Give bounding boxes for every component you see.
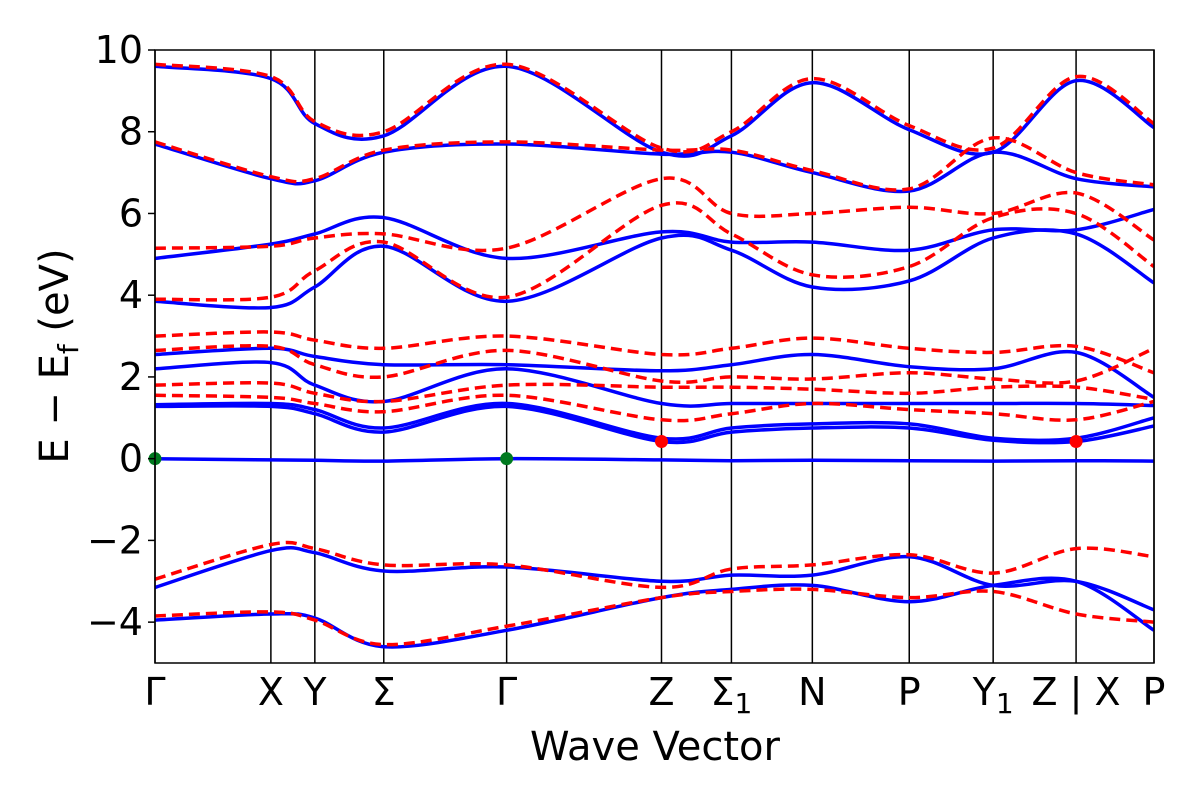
kpoint-label-5: Z xyxy=(648,670,674,714)
y-tick-label-4: 2 xyxy=(119,355,143,399)
y-axis-label-main: E − E xyxy=(32,354,78,464)
solid-band-1 xyxy=(155,404,1154,445)
kpoint-label-1: X xyxy=(258,670,284,714)
solid-band-0 xyxy=(155,456,1154,463)
y-tick-label-5: 0 xyxy=(119,437,143,481)
x-axis-kpoint-labels: Γ X Y Σ Γ Z Σ1 N P Y1 Z | X P xyxy=(144,670,1165,720)
kpoint-label-0: Γ xyxy=(144,670,165,714)
y-tick-label-3: 4 xyxy=(119,273,143,317)
solid-band-5 xyxy=(155,228,1154,310)
kpoint-label-8: P xyxy=(898,670,921,714)
dashed-band-3 xyxy=(155,330,1154,375)
y-tick-label-1: 8 xyxy=(119,110,143,154)
kpoint-label-4: Γ xyxy=(496,670,517,714)
dashed-band-6 xyxy=(155,540,1154,590)
dashed-band-0 xyxy=(155,393,1154,423)
solid-band-4 xyxy=(155,346,1154,399)
kpoint-label-6: Σ1 xyxy=(711,670,753,720)
kpoint-label-10: Z | X xyxy=(1032,670,1121,715)
y-tick-label-0: 10 xyxy=(95,28,143,72)
solid-band-10 xyxy=(155,64,1154,158)
solid-band-3 xyxy=(155,360,1154,408)
kpoint-label-9: Y1 xyxy=(972,670,1014,720)
solid-band-8 xyxy=(155,576,1154,649)
dashed-band-1 xyxy=(155,380,1154,404)
kpoint-label-3: Σ xyxy=(372,670,396,714)
dashed-band-2 xyxy=(155,343,1154,385)
dashed-band-7 xyxy=(155,587,1154,647)
dashed-band-5 xyxy=(155,176,1154,253)
y-tick-label-7: −4 xyxy=(87,600,143,644)
y-axis-ticks: 10 8 6 4 2 0 −2 −4 xyxy=(87,28,155,644)
kpoint-label-2: Y xyxy=(302,670,327,714)
y-axis-label-unit: (eV) xyxy=(32,248,78,344)
dashed-band-9 xyxy=(155,62,1154,154)
band-lines xyxy=(155,62,1154,649)
y-axis-label: E − Ef (eV) xyxy=(32,248,85,463)
solid-band-2 xyxy=(155,401,1154,443)
y-tick-label-2: 6 xyxy=(119,191,143,235)
y-axis-label-sub: f xyxy=(52,343,85,354)
dashed-band-4 xyxy=(155,201,1154,302)
solid-band-6 xyxy=(155,207,1154,261)
kpoint-label-11: P xyxy=(1143,670,1166,714)
plot-frame xyxy=(154,49,1155,664)
x-axis-label: Wave Vector xyxy=(530,724,781,770)
kpoint-label-7: N xyxy=(798,670,826,714)
vbm-marker-1 xyxy=(500,452,514,466)
y-tick-label-6: −2 xyxy=(87,518,143,562)
cbm-marker-2 xyxy=(654,435,668,449)
cbm-marker-3 xyxy=(1069,435,1083,449)
